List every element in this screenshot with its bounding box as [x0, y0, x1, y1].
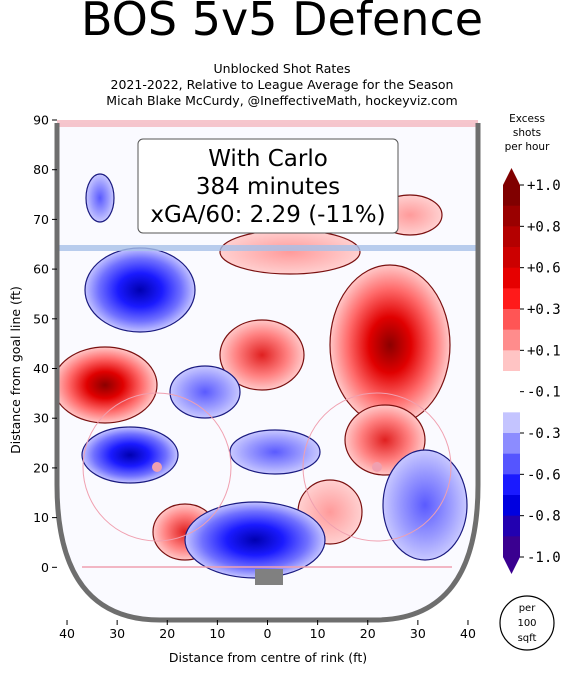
- colorbar-band: [503, 247, 520, 269]
- contour: [81, 426, 179, 484]
- colorbar-tick-label: -0.3: [527, 426, 561, 442]
- y-tick-label: 20: [33, 460, 49, 475]
- subtitle: 2021-2022, Relative to League Average fo…: [111, 77, 454, 92]
- y-tick-label: 10: [33, 510, 49, 525]
- colorbar-label: shots: [513, 127, 541, 139]
- subtitle: Unblocked Shot Rates: [214, 61, 351, 76]
- colorbar-band: [503, 350, 520, 372]
- colorbar-band: [503, 205, 520, 227]
- contour: [219, 319, 305, 391]
- y-tick-label: 70: [33, 212, 49, 227]
- unit-note: sqft: [518, 633, 537, 644]
- x-tick-label: 10: [209, 626, 225, 641]
- red-line: [57, 120, 478, 127]
- faceoff-circle: [82, 392, 232, 542]
- colorbar-band: [503, 267, 520, 289]
- contour: [57, 346, 158, 424]
- axis-label: Distance from centre of rink (ft): [169, 650, 367, 665]
- contour: [85, 173, 115, 223]
- colorbar-tick-label: +1.0: [527, 178, 561, 194]
- annotation: 384 minutes: [196, 174, 340, 200]
- faceoff-dot: [152, 462, 162, 472]
- x-tick-label: 20: [360, 626, 376, 641]
- colorbar-label: Excess: [509, 113, 545, 125]
- colorbar-tick-label: -1.0: [527, 550, 561, 566]
- contour: [382, 449, 468, 561]
- colorbar-label: per hour: [505, 141, 551, 153]
- colorbar-band: [503, 474, 520, 496]
- contour: [84, 247, 196, 333]
- colorbar-band: [503, 412, 520, 434]
- annotation-box: [137, 138, 399, 234]
- unit-note: per: [519, 603, 537, 614]
- colorbar-extend: [503, 557, 520, 574]
- y-tick-label: 50: [33, 311, 49, 326]
- contour: [329, 264, 451, 426]
- contour: [229, 429, 321, 475]
- colorbar-band: [503, 515, 520, 537]
- colorbar-band: [503, 536, 520, 558]
- colorbar-band: [503, 433, 520, 455]
- unit-note: 100: [517, 618, 536, 629]
- y-tick-label: 30: [33, 411, 49, 426]
- contour: [169, 365, 241, 419]
- y-tick-label: 0: [41, 560, 49, 575]
- x-tick-label: 20: [159, 626, 175, 641]
- colorbar-tick-label: +0.6: [527, 261, 561, 277]
- annotation: xGA/60: 2.29 (-11%): [150, 202, 385, 228]
- faceoff-circle: [302, 392, 452, 542]
- contour: [219, 229, 361, 275]
- y-tick-label: 40: [33, 361, 49, 376]
- x-tick-label: 40: [59, 626, 75, 641]
- colorbar-tick-label: -0.1: [527, 385, 561, 401]
- blue-line: [57, 245, 478, 251]
- faceoff-dot: [372, 462, 382, 472]
- x-tick-label: 30: [109, 626, 125, 641]
- colorbar-band: [503, 453, 520, 475]
- colorbar-tick-label: +0.3: [527, 302, 561, 318]
- colorbar-band: [503, 391, 520, 413]
- chart-title: BOS 5v5 Defence: [81, 0, 483, 46]
- colorbar-band: [503, 288, 520, 310]
- x-tick-label: 0: [264, 626, 272, 641]
- net: [255, 569, 283, 585]
- colorbar-tick-label: -0.6: [527, 467, 561, 483]
- x-tick-label: 10: [310, 626, 326, 641]
- x-tick-label: 40: [460, 626, 476, 641]
- y-tick-label: 60: [33, 262, 49, 277]
- colorbar-band: [503, 185, 520, 207]
- subtitle: Micah Blake McCurdy, @IneffectiveMath, h…: [106, 93, 457, 108]
- colorbar-tick-label: +0.1: [527, 343, 561, 359]
- colorbar-band: [503, 226, 520, 248]
- colorbar-band: [503, 495, 520, 517]
- colorbar-extend: [503, 168, 520, 185]
- y-tick-label: 90: [33, 113, 49, 128]
- colorbar-band: [503, 329, 520, 351]
- axis-label: Distance from goal line (ft): [8, 286, 23, 454]
- y-tick-label: 80: [33, 162, 49, 177]
- x-tick-label: 30: [410, 626, 426, 641]
- colorbar-tick-label: -0.8: [527, 509, 561, 525]
- annotation: With Carlo: [208, 146, 328, 172]
- colorbar-band: [503, 309, 520, 331]
- unit-badge: [499, 595, 555, 651]
- colorbar-tick-label: +0.8: [527, 219, 561, 235]
- colorbar-band: [503, 371, 520, 393]
